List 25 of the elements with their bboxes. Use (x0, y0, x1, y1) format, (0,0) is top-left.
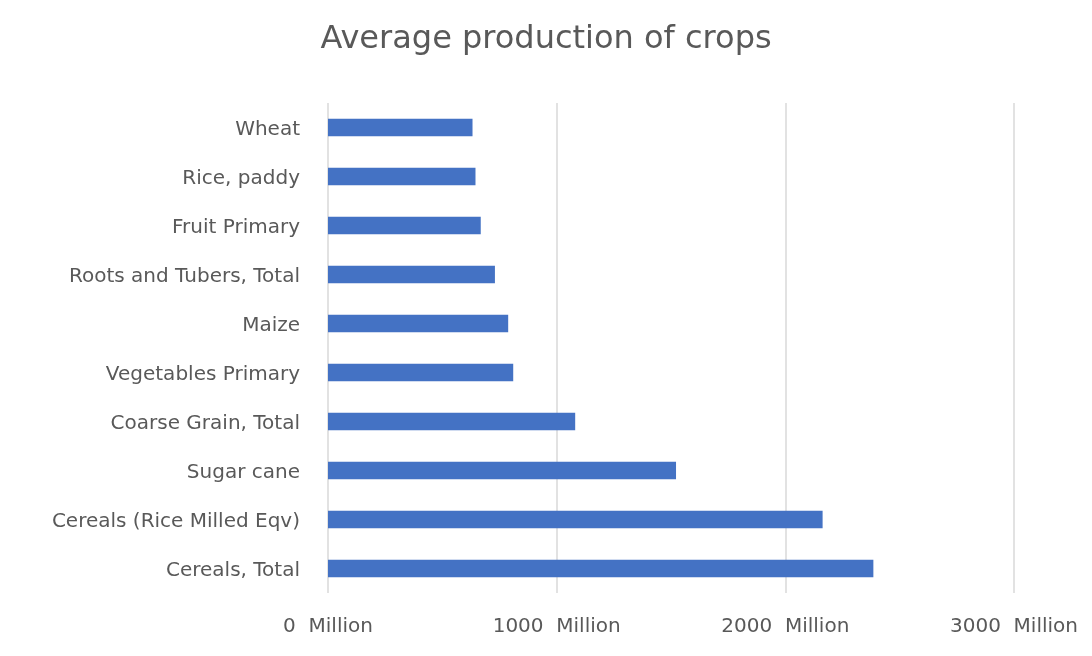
y-tick-label: Fruit Primary (172, 213, 301, 238)
bar (328, 412, 576, 431)
bar (328, 461, 677, 480)
bar (328, 314, 509, 333)
y-tick-label: Sugar cane (186, 458, 300, 483)
x-tick-label: 1000 Million (492, 613, 621, 637)
y-tick-label: Coarse Grain, Total (110, 409, 300, 434)
chart-title: Average production of crops (320, 18, 772, 56)
y-tick-label: Vegetables Primary (105, 360, 301, 385)
x-tick-label: 2000 Million (721, 613, 850, 637)
y-tick-label: Maize (242, 311, 300, 336)
bar (328, 510, 823, 529)
y-tick-label: Wheat (235, 115, 301, 140)
x-tick-label: 3000 Million (949, 613, 1079, 637)
y-tick-label: Cereals, Total (165, 556, 300, 581)
y-tick-label: Rice, paddy (182, 164, 301, 189)
y-tick-label: Roots and Tubers, Total (69, 262, 300, 287)
bar (328, 265, 495, 284)
bar (328, 216, 481, 235)
bar (328, 559, 874, 578)
bar (328, 363, 514, 382)
bar (328, 118, 473, 137)
bar (328, 167, 476, 186)
x-tick-label: 0 Million (283, 613, 373, 637)
y-tick-label: Cereals (Rice Milled Eqv) (51, 507, 300, 532)
